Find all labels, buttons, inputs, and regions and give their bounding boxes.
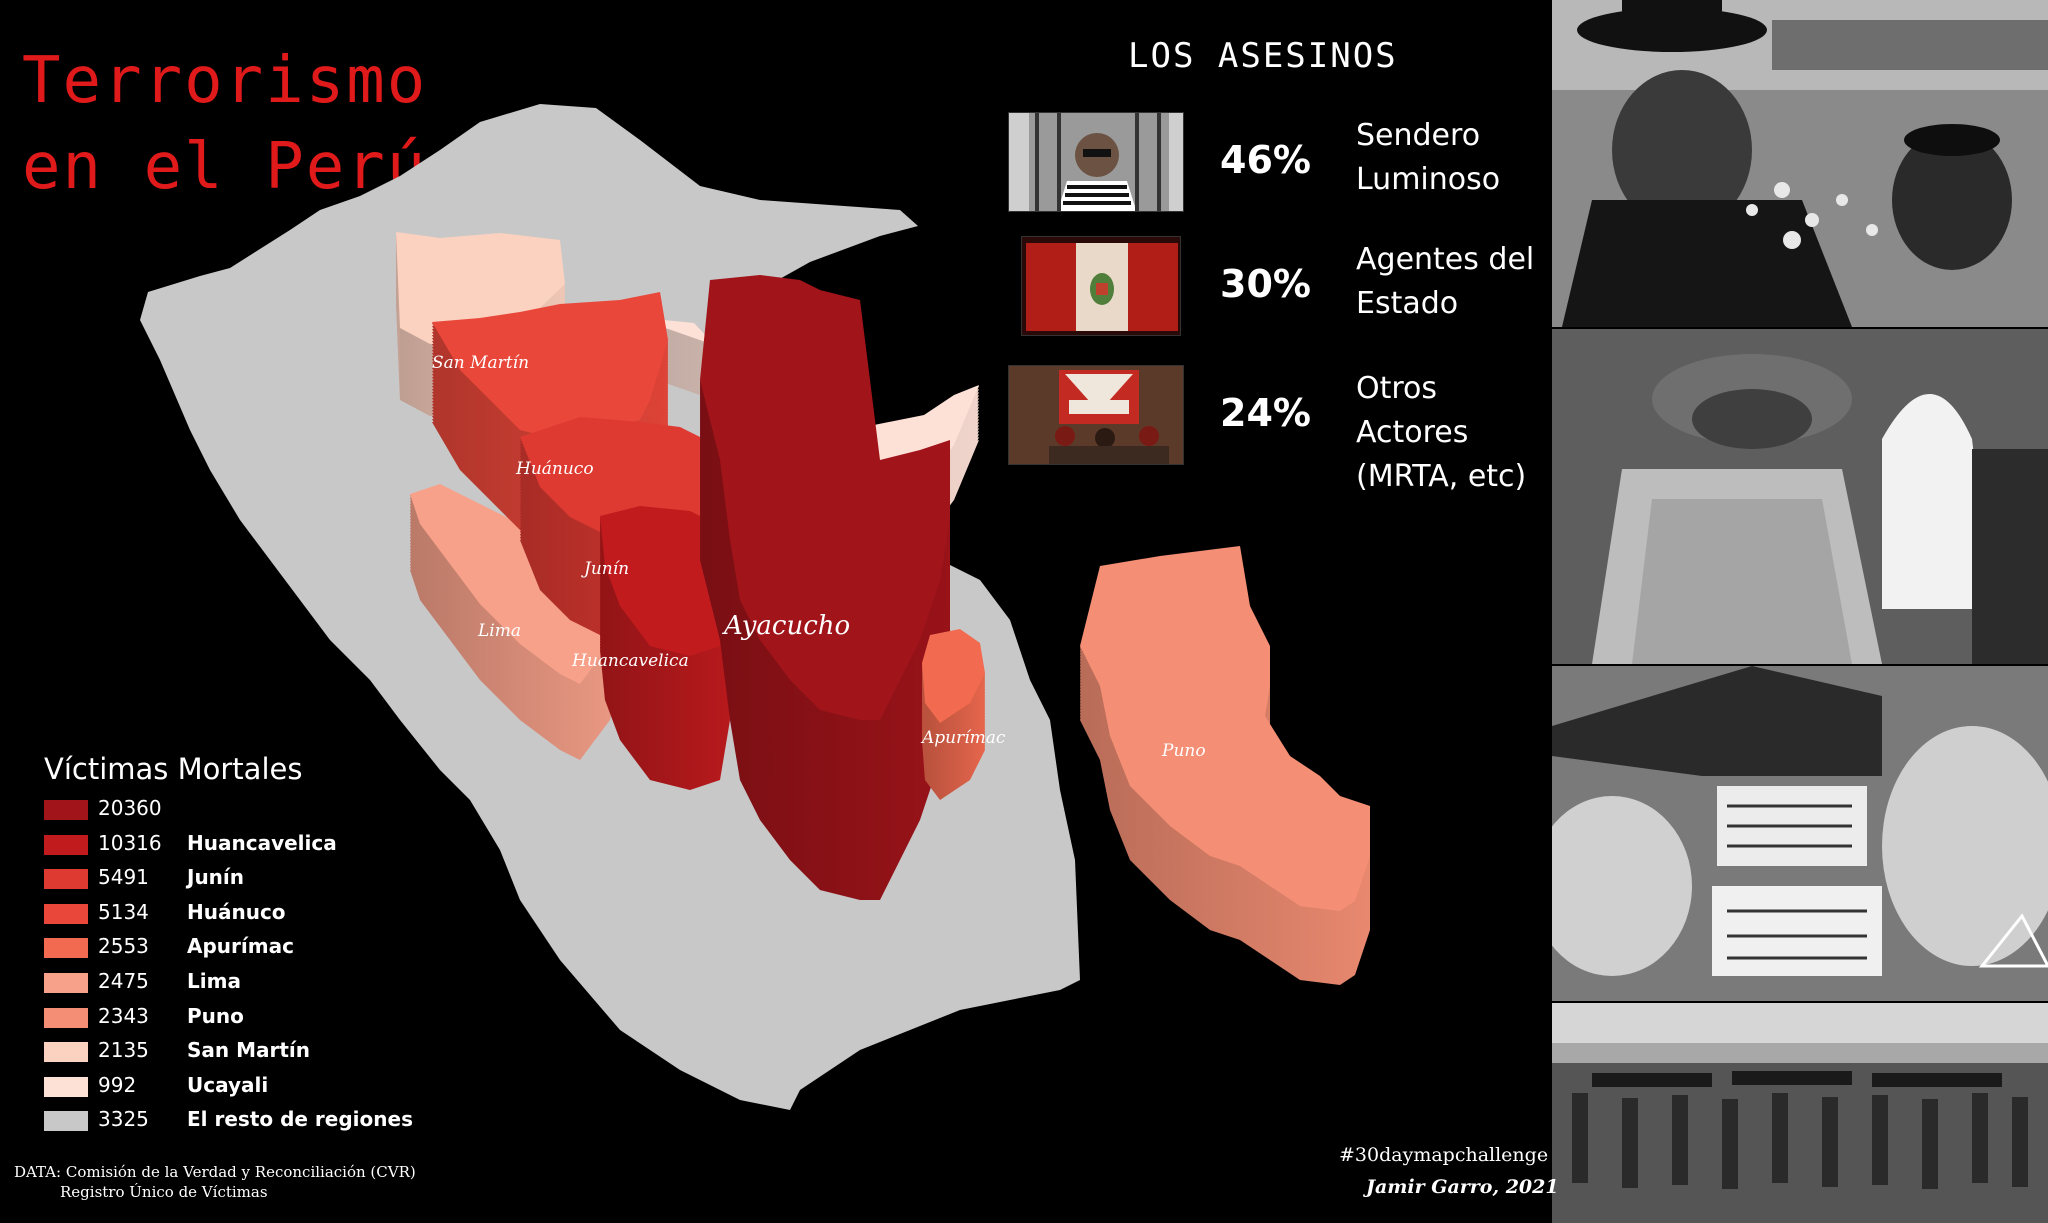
photo-mourning-woman — [1552, 0, 2048, 327]
legend-value: 2343 — [98, 1003, 149, 1028]
legend: Víctimas Mortales 20360 10316 Huancavelica… — [44, 752, 464, 1138]
killer-estado: 30% Agentes del Estado — [1008, 236, 1548, 336]
legend-label: Puno — [187, 1003, 244, 1028]
name-sendero-line2: Luminoso — [1356, 162, 1501, 197]
legend-swatch — [44, 800, 88, 820]
legend-label: Junín — [187, 865, 245, 890]
legend-value: 2553 — [98, 934, 149, 959]
name-otros-line2: (MRTA, etc) — [1356, 459, 1527, 494]
name-otros-line1: Otros Actores — [1356, 371, 1469, 450]
killer-otros: 24% Otros Actores (MRTA, etc) — [1008, 365, 1548, 494]
name-sendero: Sendero Luminoso — [1356, 114, 1500, 202]
legend-value: 3325 — [98, 1107, 149, 1132]
label-puno: Puno — [1161, 741, 1206, 761]
legend-value: 10316 — [98, 830, 162, 855]
percent-estado: 30% — [1220, 262, 1311, 306]
name-estado-line1: Agentes del — [1356, 242, 1535, 277]
legend-label: Huánuco — [187, 899, 286, 924]
killer-sendero: 46% Sendero Luminoso — [1008, 112, 1548, 212]
legend-swatch — [44, 1076, 88, 1097]
region-apurimac — [922, 629, 985, 800]
name-sendero-line1: Sendero — [1356, 118, 1481, 153]
title-line-2: en el Perú — [22, 130, 428, 204]
source-line-2: Registro Único de Víctimas — [60, 1183, 268, 1201]
photo-victims-signs — [1552, 666, 2048, 1001]
peru-flag-image — [1021, 236, 1181, 336]
legend-item: 20360 — [44, 792, 464, 827]
name-estado-line2: Estado — [1356, 286, 1459, 321]
sendero-prisoner-image — [1008, 112, 1184, 212]
region-puno — [1080, 546, 1370, 985]
photo-coffin — [1552, 329, 2048, 664]
region-ayacucho — [700, 275, 950, 900]
mrta-image — [1008, 365, 1184, 465]
legend-label: El resto de regiones — [187, 1107, 413, 1132]
legend-item: 3325 El resto de regiones — [44, 1103, 464, 1138]
peru-map: San Martín Huánuco Junín Lima Huancaveli… — [140, 104, 1370, 1110]
legend-label: Ucayali — [187, 1072, 269, 1097]
legend-swatch — [44, 1042, 88, 1063]
legend-label: Apurímac — [187, 934, 294, 959]
legend-item: 2475 Lima — [44, 965, 464, 1000]
legend-label: Huancavelica — [187, 830, 337, 855]
name-estado: Agentes del Estado — [1356, 238, 1534, 326]
legend-item: 2553 Apurímac — [44, 930, 464, 965]
legend-swatch — [44, 938, 88, 959]
label-san-martin: San Martín — [432, 353, 529, 373]
legend-item: 992 Ucayali — [44, 1069, 464, 1104]
percent-otros: 24% — [1220, 391, 1311, 435]
hashtag: #30daymapchallenge — [1339, 1144, 1549, 1166]
legend-label: San Martín — [187, 1038, 311, 1063]
title-line-1: Terrorismo — [22, 44, 428, 118]
legend-value: 2135 — [98, 1038, 149, 1063]
label-ayacucho: Ayacucho — [722, 611, 850, 641]
legend-item: 2343 Puno — [44, 1000, 464, 1035]
legend-swatch — [44, 869, 88, 890]
legend-label: Lima — [187, 968, 241, 993]
legend-swatch — [44, 1111, 88, 1132]
legend-swatch — [44, 903, 88, 924]
label-huanuco: Huánuco — [515, 459, 594, 479]
name-otros: Otros Actores (MRTA, etc) — [1356, 367, 1548, 499]
legend-swatch — [44, 972, 88, 993]
legend-item: 2135 San Martín — [44, 1034, 464, 1069]
legend-value: 992 — [98, 1072, 137, 1097]
legend-value: 20360 — [98, 796, 162, 820]
percent-sendero: 46% — [1220, 138, 1311, 182]
label-huancavelica: Huancavelica — [571, 651, 689, 671]
label-junin: Junín — [581, 559, 629, 579]
legend-swatch — [44, 834, 88, 855]
killers-title: LOS ASESINOS — [1128, 36, 1398, 76]
region-huancavelica — [600, 506, 730, 790]
legend-value: 5491 — [98, 865, 149, 890]
author-credit: Jamir Garro, 2021 — [1366, 1176, 1559, 1198]
legend-value: 5134 — [98, 899, 149, 924]
photo-funeral-procession — [1552, 1003, 2048, 1223]
legend-title: Víctimas Mortales — [44, 752, 303, 786]
map-title: Terrorismo en el Perú — [22, 38, 427, 210]
legend-item: 5134 Huánuco — [44, 896, 464, 931]
region-lima — [410, 484, 620, 760]
label-lima: Lima — [477, 621, 521, 641]
legend-item: 10316 Huancavelica — [44, 827, 464, 862]
label-apurimac: Apurímac — [920, 728, 1006, 748]
legend-item: 5491 Junín — [44, 861, 464, 896]
source-line-1: DATA: Comisión de la Verdad y Reconcilia… — [14, 1163, 416, 1181]
legend-swatch — [44, 1007, 88, 1028]
legend-value: 2475 — [98, 968, 149, 993]
data-source: DATA: Comisión de la Verdad y Reconcilia… — [14, 1162, 416, 1202]
photo-strip — [1552, 0, 2048, 1223]
